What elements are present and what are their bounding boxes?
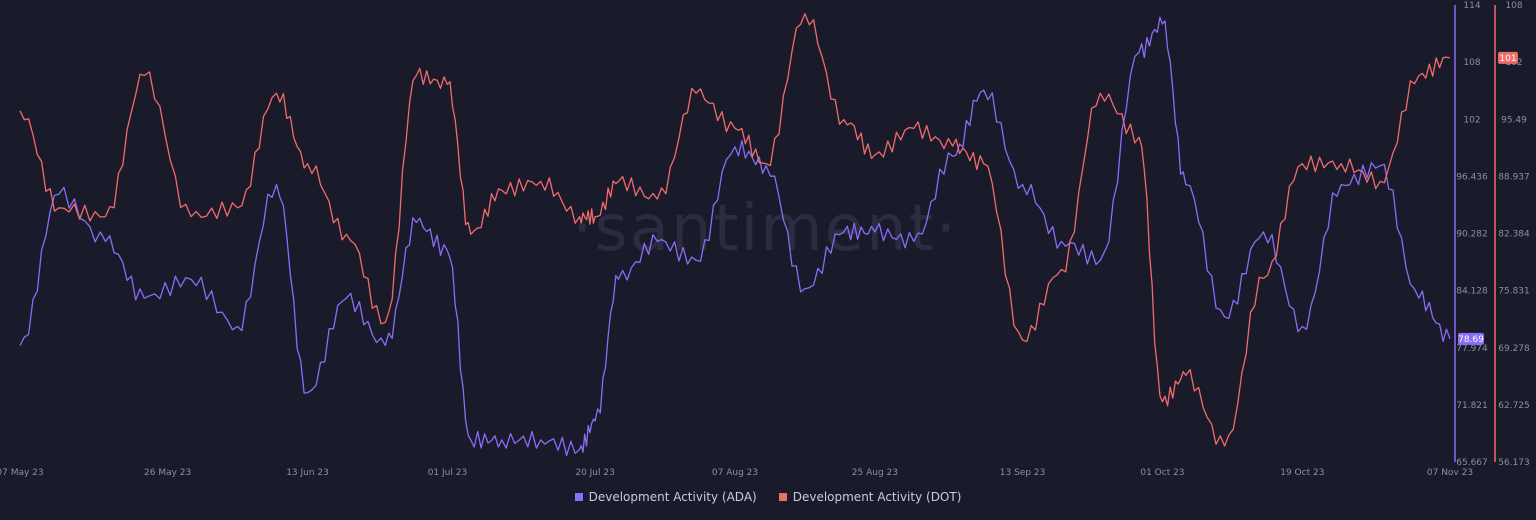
chart: ·santiment· 07 May 23 26 May 23 13 Jun 23 0…: [0, 1, 1530, 478]
y-tick-label: 96.436: [1456, 172, 1488, 182]
x-tick-label: 25 Aug 23: [852, 468, 898, 478]
y-tick-label: 95.49: [1501, 115, 1527, 125]
y-tick-label: 108: [1463, 58, 1480, 68]
legend-swatch-ada: [574, 493, 583, 501]
series-line-ada: [19, 16, 1451, 457]
y-tick-label: 56.173: [1498, 458, 1530, 468]
y-axis-right: 10810295.4988.93782.38475.83169.27862.72…: [1498, 1, 1530, 468]
legend: Development Activity (ADA) Development A…: [0, 490, 1536, 504]
y-tick-label: 69.278: [1498, 344, 1530, 354]
y-tick-label: 77.974: [1456, 344, 1488, 354]
y-tick-label: 82.384: [1498, 230, 1530, 240]
y-tick-label: 84.128: [1456, 287, 1488, 297]
y-tick-label: 88.937: [1498, 172, 1530, 182]
x-tick-label: 13 Sep 23: [1000, 468, 1046, 478]
y-tick-label: 108: [1505, 1, 1522, 11]
y-tick-label: 62.725: [1498, 401, 1530, 411]
x-axis: 07 May 23 26 May 23 13 Jun 23 01 Jul 23 20 J…: [0, 468, 1473, 478]
x-tick-label: 07 Nov 23: [1427, 468, 1473, 478]
x-tick-label: 01 Oct 23: [1140, 468, 1184, 478]
series-line-dot: [19, 13, 1451, 447]
legend-label-ada: Development Activity (ADA): [588, 490, 757, 504]
legend-label-dot: Development Activity (DOT): [792, 490, 962, 504]
y-tick-label: 90.282: [1456, 230, 1488, 240]
legend-item-dot[interactable]: Development Activity (DOT): [778, 490, 962, 504]
x-tick-label: 07 May 23: [0, 468, 44, 478]
x-tick-label: 07 Aug 23: [712, 468, 758, 478]
y-tick-label: 114: [1463, 1, 1480, 11]
y-tick-label: 65.667: [1456, 458, 1488, 468]
legend-swatch-dot: [778, 493, 787, 501]
y-tick-label: 75.831: [1498, 287, 1530, 297]
value-badge-bg: [1458, 332, 1484, 345]
x-tick-label: 26 May 23: [144, 468, 191, 478]
y-axis-left: 114 108 102 96.436 90.282 84.128 77.974 71.821 6…: [1456, 1, 1488, 468]
legend-item-ada[interactable]: Development Activity (ADA): [574, 490, 757, 504]
y-tick-label: 102: [1463, 115, 1480, 125]
series-lines: [19, 13, 1451, 457]
x-tick-label: 19 Oct 23: [1280, 468, 1324, 478]
value-badge-label: 78.69: [1458, 335, 1484, 345]
value-badges: 78.69 101: [1458, 51, 1518, 345]
watermark: ·santiment·: [572, 192, 958, 266]
value-badge-label: 101: [1499, 54, 1516, 64]
x-tick-label: 01 Jul 23: [428, 468, 468, 478]
x-tick-label: 13 Jun 23: [286, 468, 329, 478]
x-tick-label: 20 Jul 23: [575, 468, 615, 478]
value-badge-bg: [1498, 51, 1518, 64]
y-tick-label: 71.821: [1456, 401, 1488, 411]
